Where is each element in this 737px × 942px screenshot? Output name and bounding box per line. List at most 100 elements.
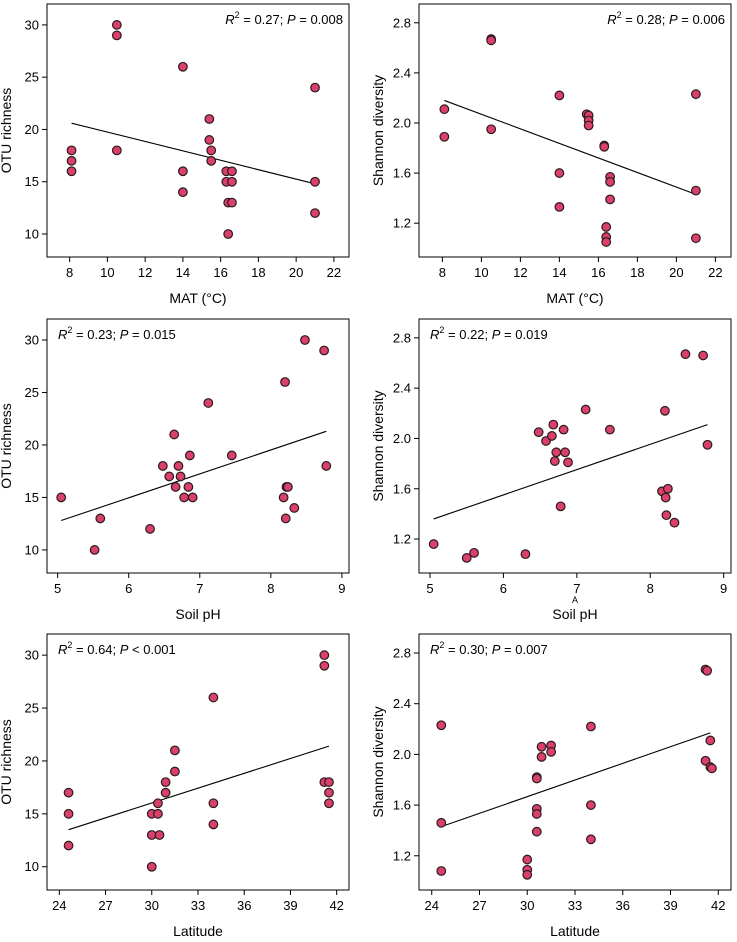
- x-tick-label: 14: [176, 265, 190, 280]
- regression-line: [444, 99, 697, 195]
- data-point: [310, 208, 320, 218]
- data-point: [691, 233, 701, 244]
- data-point: [549, 456, 560, 466]
- data-point: [531, 826, 542, 837]
- data-point: [157, 461, 168, 471]
- x-tick-label: 22: [708, 265, 722, 280]
- y-tick-label: 2.8: [393, 15, 411, 30]
- data-point: [111, 20, 122, 30]
- data-point: [160, 787, 171, 798]
- data-point: [154, 830, 165, 840]
- data-point: [289, 503, 300, 513]
- data-point: [560, 447, 570, 458]
- x-tick-label: 18: [251, 265, 265, 280]
- x-tick-label: 30: [520, 898, 534, 913]
- data-point: [177, 187, 188, 198]
- y-tick-label: 1.2: [393, 532, 411, 547]
- data-point: [63, 840, 74, 851]
- data-point: [184, 450, 195, 461]
- data-point: [705, 735, 716, 746]
- data-point: [436, 817, 447, 828]
- x-tick-label: 12: [513, 265, 527, 280]
- data-point: [227, 166, 237, 177]
- stats-annotation: R2 = 0.64; P < 0.001: [58, 640, 176, 657]
- data-point: [536, 752, 547, 762]
- data-point: [204, 135, 215, 145]
- data-point: [601, 237, 612, 247]
- data-point: [145, 524, 155, 534]
- data-point: [669, 517, 680, 528]
- data-point: [436, 866, 447, 876]
- data-point: [461, 553, 472, 563]
- data-point: [146, 861, 157, 872]
- y-tick-label: 2.4: [393, 696, 411, 711]
- y-tick-label: 1.2: [393, 848, 411, 863]
- data-point: [555, 501, 566, 512]
- y-tick-label: 2.0: [393, 747, 411, 762]
- x-tick-label: 33: [191, 898, 205, 913]
- data-point: [223, 229, 234, 239]
- data-point: [691, 185, 701, 196]
- data-point: [310, 176, 320, 187]
- data-point: [208, 819, 219, 830]
- plot-frame: [418, 3, 732, 258]
- data-point: [531, 773, 542, 784]
- x-axis-label: MAT (°C): [546, 290, 603, 306]
- data-point: [183, 482, 194, 492]
- y-tick-label: 1.2: [393, 216, 411, 231]
- x-tick-label: 20: [669, 265, 683, 280]
- scatter-panel-1: 8 10 12 14 16 18 20 22 10 15 20 25 30 MAT (°C) OTU ric…: [0, 3, 350, 306]
- data-point: [605, 176, 615, 187]
- data-point: [111, 145, 122, 156]
- x-tick-label: 20: [289, 265, 303, 280]
- x-axis-label: Soil pH: [552, 606, 597, 622]
- x-tick-label: 8: [647, 581, 654, 596]
- data-point: [319, 660, 330, 671]
- y-tick-label: 1.6: [393, 481, 411, 496]
- x-tick-label: 6: [125, 581, 132, 596]
- x-tick-label: 33: [568, 898, 582, 913]
- y-tick-label: 2.8: [393, 330, 411, 345]
- data-point: [177, 166, 188, 177]
- y-axis-label: Shannon diversity: [370, 75, 386, 186]
- data-point: [153, 808, 163, 819]
- y-tick-label: 10: [25, 542, 39, 557]
- data-point: [204, 114, 215, 124]
- data-point: [599, 141, 610, 152]
- data-point: [661, 510, 672, 521]
- data-point: [580, 404, 591, 415]
- data-point: [206, 155, 217, 166]
- data-point: [208, 692, 219, 703]
- x-tick-label: 9: [338, 581, 345, 596]
- data-point: [187, 492, 198, 503]
- data-point: [563, 457, 573, 468]
- data-point: [63, 787, 74, 798]
- data-point: [164, 471, 175, 482]
- data-point: [169, 766, 180, 777]
- data-point: [175, 471, 186, 482]
- x-tick-label: 39: [663, 898, 677, 913]
- data-point: [605, 194, 615, 205]
- data-point: [554, 90, 565, 101]
- y-tick-label: 30: [25, 17, 39, 32]
- data-point: [698, 350, 709, 361]
- data-point: [89, 545, 100, 555]
- data-point: [300, 335, 310, 345]
- plot-frame: [46, 633, 350, 891]
- data-point: [522, 854, 533, 865]
- data-point: [170, 482, 181, 492]
- regression-line: [433, 424, 708, 520]
- scatter-panel-5: 24 27 30 33 36 39 42 10 15 20 25 30 Latitude OTU rich…: [0, 633, 350, 939]
- data-point: [321, 461, 332, 471]
- y-tick-label: 20: [25, 122, 39, 137]
- y-tick-label: 30: [25, 648, 39, 663]
- data-point: [536, 741, 547, 752]
- data-point: [486, 124, 497, 135]
- data-point: [554, 202, 565, 212]
- stats-annotation: R2 = 0.23; P = 0.015: [58, 325, 176, 342]
- data-point: [169, 429, 180, 440]
- y-tick-label: 2.0: [393, 115, 411, 130]
- data-point: [522, 869, 533, 880]
- data-point: [660, 492, 671, 503]
- y-axis-label: Shannon diversity: [370, 390, 386, 501]
